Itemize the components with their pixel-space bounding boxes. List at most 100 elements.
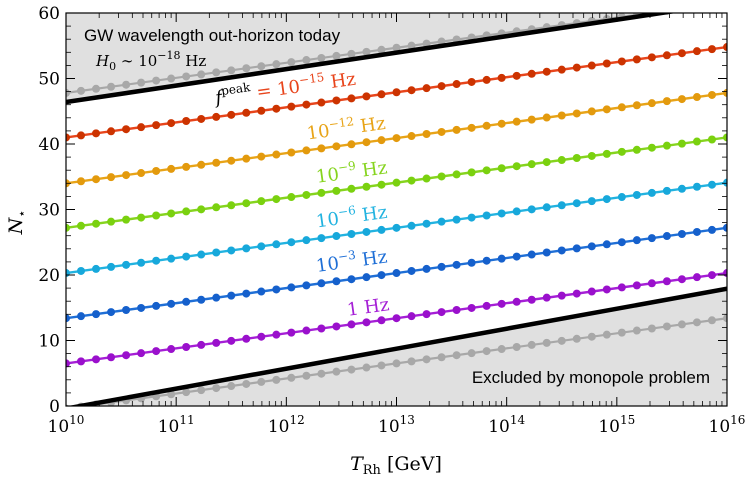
series-4-point — [662, 232, 671, 241]
series-5-point — [662, 277, 671, 286]
series-4-point — [272, 285, 281, 294]
series-5-point — [422, 310, 431, 319]
series-2-point — [377, 180, 386, 189]
series-4-point — [317, 279, 326, 288]
series-1-point — [257, 152, 266, 161]
series-5-point — [317, 324, 326, 333]
series-2-point — [347, 184, 356, 193]
series-5-point — [227, 336, 236, 345]
lower-gray-point — [662, 322, 671, 331]
series-0-point — [723, 43, 727, 52]
series-1-point — [302, 146, 311, 155]
series-0-point — [137, 123, 146, 132]
series-2-point — [662, 141, 671, 150]
series-0-point — [66, 133, 70, 142]
series-0-point — [647, 53, 656, 62]
series-2-point — [332, 186, 341, 195]
lower-gray-point — [437, 353, 446, 362]
series-0-point — [167, 119, 176, 128]
series-3-point — [377, 225, 386, 234]
series-0-point — [707, 45, 716, 54]
series-2-point — [257, 197, 266, 206]
series-5-point — [137, 349, 146, 358]
series-5-point — [677, 275, 686, 284]
series-1-point — [662, 97, 671, 106]
series-4-point — [77, 312, 86, 321]
series-5-point — [437, 308, 446, 317]
series-2-point — [242, 199, 251, 208]
series-4-point — [392, 269, 401, 278]
upper-gray-point — [197, 70, 206, 79]
lower-gray-point — [332, 367, 341, 376]
series-2-point — [677, 139, 686, 148]
series-0-point — [77, 131, 86, 140]
series-2-point — [692, 137, 701, 146]
series-2-point — [452, 170, 461, 179]
series-1-point — [392, 134, 401, 143]
series-0-point — [227, 110, 236, 119]
upper-gray-point — [242, 64, 251, 73]
series-3-point — [242, 244, 251, 253]
series-5-point — [272, 330, 281, 339]
lower-gray-point — [497, 345, 506, 354]
series-5-point — [527, 295, 536, 304]
y-tick-label: 50 — [38, 70, 60, 90]
upper-gray-point — [257, 62, 266, 71]
x-tick-label: 1016 — [709, 413, 746, 437]
upper-gray-point — [122, 80, 131, 89]
series-3-point — [677, 184, 686, 193]
series-3-point — [272, 240, 281, 249]
series-4-point — [692, 227, 701, 236]
series-5-point — [602, 285, 611, 294]
series-label-3: 10−6 Hz — [314, 199, 388, 232]
series-1-point — [557, 111, 566, 120]
upper-gray-point — [167, 74, 176, 83]
series-0-point — [317, 98, 326, 107]
upper-gray-point — [377, 45, 386, 54]
series-5-point — [512, 297, 521, 306]
series-5-point — [392, 314, 401, 323]
lower-gray-point — [167, 390, 176, 399]
y-tick-label: 0 — [49, 397, 60, 417]
series-5-point — [197, 340, 206, 349]
x-tick-label: 1015 — [598, 413, 635, 437]
series-0-point — [557, 65, 566, 74]
series-4-point — [197, 295, 206, 304]
lower-gray-point — [197, 386, 206, 395]
axis-ticks — [65, 12, 728, 407]
upper-gray-point — [407, 41, 416, 50]
series-5-point — [212, 338, 221, 347]
series-1-point — [647, 99, 656, 108]
upper-gray-point — [92, 84, 101, 93]
series-5-point — [692, 273, 701, 282]
series-1-point — [347, 140, 356, 149]
series-2-point — [602, 149, 611, 158]
lower-gray-point — [677, 320, 686, 329]
series-1-point — [152, 166, 161, 175]
series-2-point — [197, 205, 206, 214]
series-2-point — [272, 195, 281, 204]
lower-gray-point — [257, 377, 266, 386]
series-4-point — [107, 308, 116, 317]
series-0-point — [572, 63, 581, 72]
series-1-point — [497, 119, 506, 128]
y-tick-label: 20 — [38, 266, 60, 286]
series-4-point — [557, 246, 566, 255]
series-4-point — [467, 258, 476, 267]
lower-gray-point — [527, 340, 536, 349]
series-1-point — [542, 113, 551, 122]
series-5-point — [467, 303, 476, 312]
series-5-point — [347, 320, 356, 329]
series-1-point — [617, 103, 626, 112]
x-tick-label: 1013 — [378, 413, 415, 437]
series-0-point — [377, 90, 386, 99]
series-3-point — [92, 264, 101, 273]
series-2-point — [392, 178, 401, 187]
lower-gray-point — [542, 338, 551, 347]
lower-gray-point — [723, 314, 727, 323]
series-2-point — [497, 164, 506, 173]
series-5-point — [77, 357, 86, 366]
y-tick-label: 40 — [38, 135, 60, 155]
series-3-point — [587, 197, 596, 206]
series-1-point — [527, 115, 536, 124]
